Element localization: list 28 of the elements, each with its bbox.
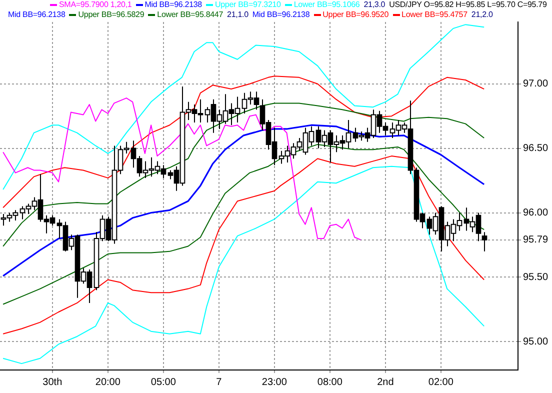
legend-label: Mid BB=96.2138: [144, 0, 202, 10]
legend-label: Lower BB=95.8447: [157, 10, 224, 20]
x-tick-label: 30th: [42, 376, 62, 388]
x-tick-label: 2nd: [377, 376, 394, 388]
legend-label: SMA=95.7900 1,20,1: [59, 0, 132, 10]
y-tick-label: 95.50: [523, 272, 548, 283]
legend-label: Upper BB=96.9520: [322, 10, 389, 20]
y-tick-label: 95.00: [523, 336, 548, 348]
y-tick-label: 96.00: [523, 208, 548, 219]
legend-label: Lower BB=95.4757: [402, 10, 468, 20]
x-tick-label: 23:00: [262, 376, 288, 388]
x-tick-label: 02:00: [428, 376, 454, 388]
text: Mid BB=96.2138: [252, 10, 310, 20]
x-tick-label: 08:00: [317, 376, 343, 388]
text: 21,1.0: [227, 10, 248, 20]
text: 21,2.0: [471, 10, 493, 20]
legend-label: Lower BB=95.1066: [294, 0, 360, 10]
y-tick-label: 97.00: [523, 78, 548, 90]
x-tick-label: 05:00: [150, 376, 176, 388]
y-tick-label: 95.79: [523, 234, 548, 246]
legend-label: Upper BB=96.5829: [78, 10, 144, 20]
chart-title: USD/JPY O=95.82 H=95.85 L=95.70 C=95.79: [389, 0, 547, 10]
text: 21,3.0: [364, 0, 386, 10]
x-tick-label: 7: [216, 376, 222, 388]
y-tick-label: 96.50: [523, 143, 548, 154]
text: Mid BB=96.2138: [8, 10, 66, 20]
x-tick-label: 20:00: [95, 376, 121, 388]
legend-label: Upper BB=97.3210: [214, 0, 281, 10]
